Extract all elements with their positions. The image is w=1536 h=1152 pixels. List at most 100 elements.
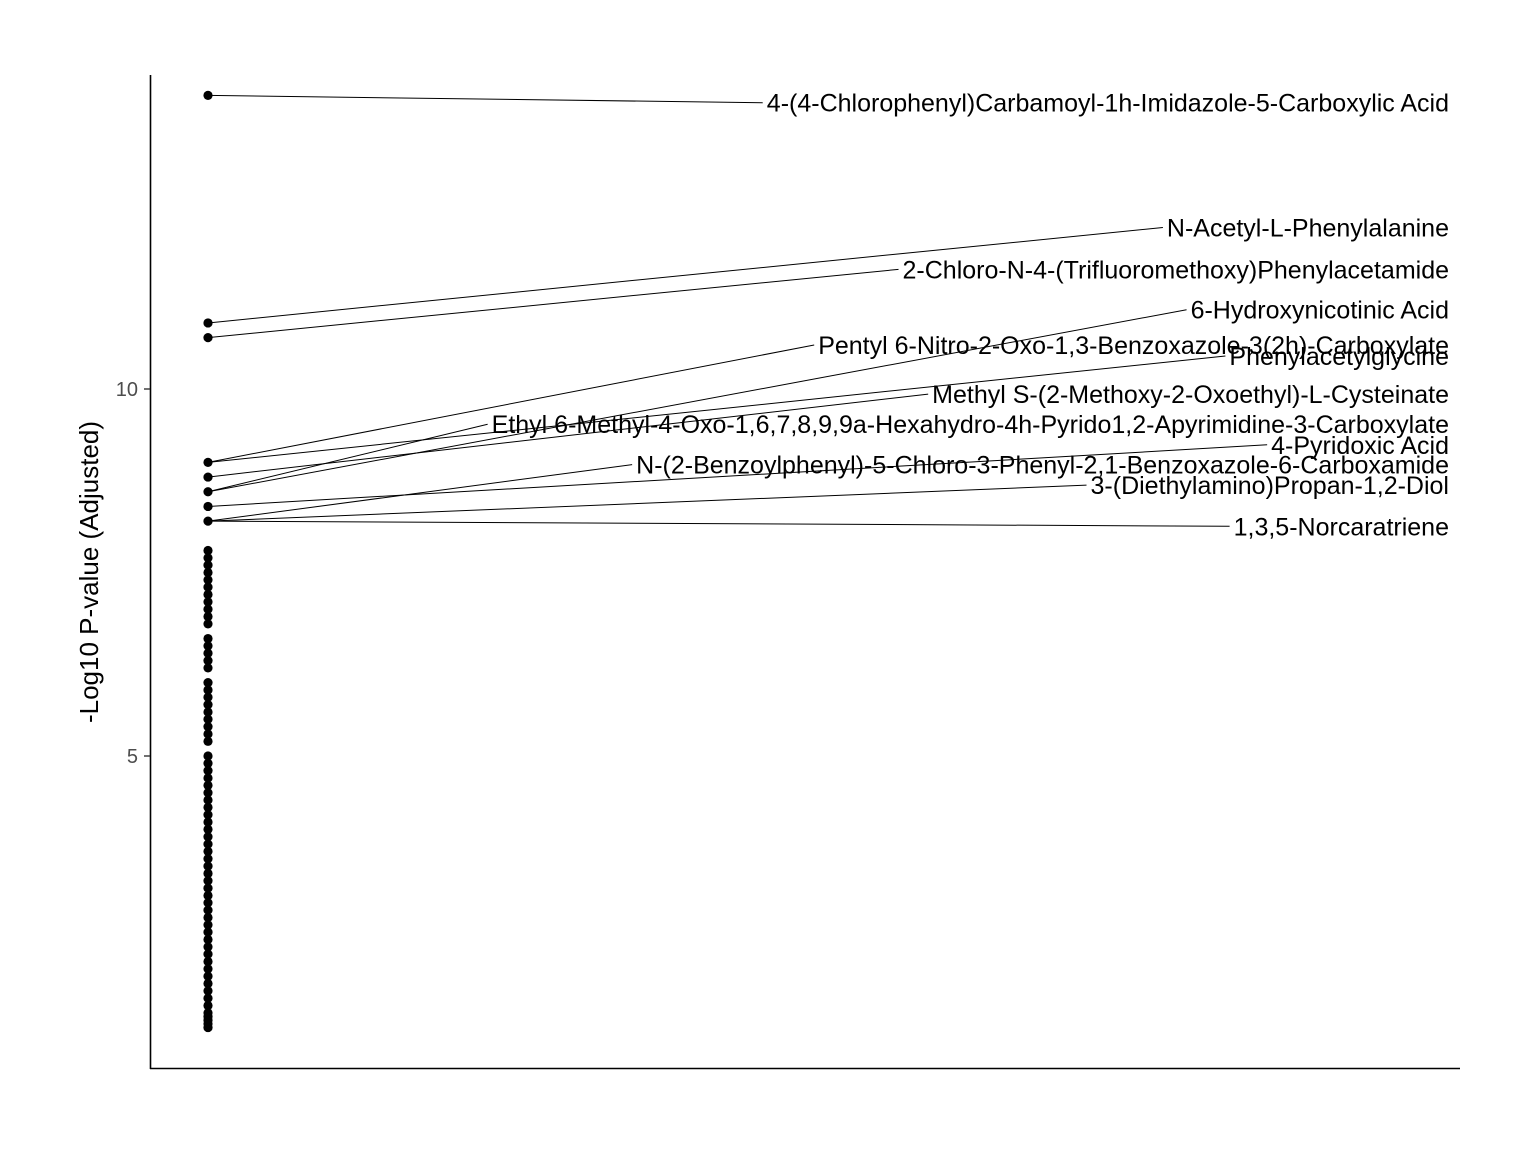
data-point [203,942,213,952]
point-label: Ethyl 6-Methyl-4-Oxo-1,6,7,8,9,9a-Hexahy… [492,411,1449,439]
data-point [203,773,213,783]
data-point [203,472,213,482]
data-point [203,883,213,893]
data-point [203,633,213,644]
label-connector [207,355,1226,463]
label-connectors [207,94,1268,527]
data-point [203,846,213,857]
data-point [203,978,213,989]
point-label: N-(2-Benzoylphenyl)-5-Chloro-3-Phenyl-2,… [636,452,1449,480]
label-connector [207,268,899,339]
data-point [203,457,213,467]
data-point [203,692,213,702]
y-ticks: 5 10 [116,379,150,768]
data-point [203,912,213,923]
label-connector [207,309,1187,493]
data-point [203,905,213,915]
label-connector [207,444,1268,507]
data-point [203,766,213,776]
point-labels: 4-(4-Chlorophenyl)Carbamoyl-1h-Imidazole… [492,90,1449,542]
data-point [203,575,213,585]
point-label: 6-Hydroxynicotinic Acid [1191,297,1449,325]
data-point [203,1022,213,1033]
data-point [203,802,213,812]
data-point [203,545,213,556]
data-point [203,501,213,512]
data-point [203,663,213,673]
label-connector [207,423,488,493]
data-point [203,516,213,526]
point-label: Phenylacetylglycine [1229,343,1449,371]
data-point [203,861,213,871]
data-point [203,707,213,717]
data-point [203,934,213,945]
data-point [203,868,213,879]
data-point [203,333,213,343]
data-point [203,318,213,328]
data-points [203,90,213,1033]
y-axis-title: -Log10 P-value (Adjusted) [74,421,104,723]
data-point [203,832,213,842]
data-point [203,714,213,724]
data-point [203,949,213,959]
data-point [203,758,213,768]
data-point [203,780,213,790]
data-point [203,700,213,710]
data-point [203,964,213,974]
data-point [203,898,213,908]
data-point [203,678,213,688]
y-tick-label: 5 [127,746,138,768]
data-point [203,560,213,570]
data-point [203,722,213,732]
label-connector [207,227,1163,324]
data-point [203,655,213,666]
label-connector [207,94,763,104]
data-point [203,788,213,798]
data-point [203,890,213,901]
data-point [203,582,213,592]
data-point [203,971,213,981]
data-point [203,795,213,805]
point-label: 2-Chloro-N-4-(Trifluoromethoxy)Phenylace… [903,256,1449,284]
data-point [203,729,213,739]
point-label: 3-(Diethylamino)Propan-1,2-Diol [1091,472,1449,500]
label-connector [207,344,815,463]
data-point [203,956,213,967]
data-point [203,810,213,820]
data-point [203,90,213,100]
data-point [203,927,213,937]
point-label: 1,3,5-Norcaratriene [1234,513,1449,541]
data-point [203,597,213,607]
data-point [203,648,213,658]
data-point [203,993,213,1003]
data-point [203,1000,213,1011]
point-label: N-Acetyl-L-Phenylalanine [1167,215,1449,243]
data-point [203,589,213,600]
data-point [203,920,213,930]
data-point [203,854,213,864]
point-label: Methyl S-(2-Methoxy-2-Oxoethyl)-L-Cystei… [932,381,1449,409]
data-point [203,751,213,761]
label-connector [207,520,1230,527]
label-connector [207,484,1087,522]
data-point [203,604,213,614]
data-point [203,986,213,996]
data-point [203,567,213,578]
data-point [203,611,213,622]
data-point [203,839,213,849]
data-point [203,685,213,695]
data-point [203,641,213,651]
point-label: 4-(4-Chlorophenyl)Carbamoyl-1h-Imidazole… [767,90,1449,118]
data-point [203,817,213,827]
data-point [203,736,213,746]
data-point [203,824,213,835]
data-point [203,876,213,886]
data-point [203,619,213,629]
point-label: 4-Pyridoxic Acid [1271,432,1449,460]
label-connector [207,464,633,522]
y-tick-label: 10 [116,379,138,401]
data-point [203,487,213,497]
point-label: Pentyl 6-Nitro-2-Oxo-1,3-Benzoxazole-3(2… [818,332,1449,360]
data-point [203,553,213,563]
